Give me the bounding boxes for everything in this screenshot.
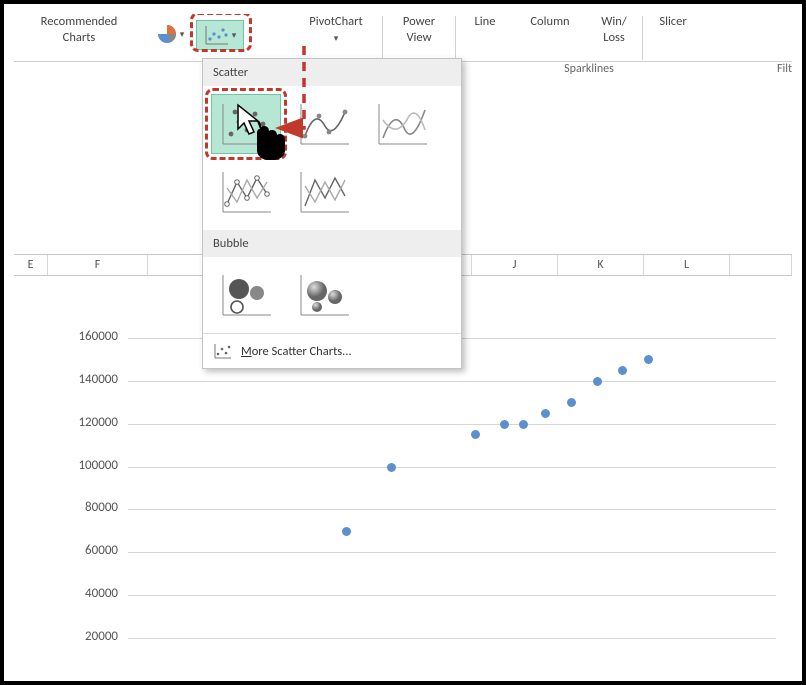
scatter-point[interactable] [567,398,576,407]
more-scatter-label: More Scatter Charts... [241,344,352,359]
pivotchart-button[interactable]: PivotChart ▾ [290,14,382,47]
scatter-chart-dropdown-panel: Scatter [202,58,462,369]
dropdown-section-bubble: Bubble [203,230,461,257]
pie-chart-dropdown[interactable]: ▾ [144,20,196,48]
chart-gridline [128,467,776,468]
y-axis-tick-label: 140000 [58,372,118,387]
bubble-options-grid [203,257,461,333]
chart-gridline [128,638,776,639]
col-L[interactable]: L [644,255,730,275]
y-axis-tick-label: 20000 [58,629,118,644]
chart-gridline [128,509,776,510]
scatter-markers-icon [217,100,275,148]
scatter-point[interactable] [471,430,480,439]
y-axis-tick-label: 60000 [58,543,118,558]
group-filters-label: Filt [682,62,792,84]
excel-window: Recommended Charts ▾ [14,14,792,671]
scatter-smooth-lines-option[interactable] [289,94,359,154]
y-axis-tick-label: 40000 [58,586,118,601]
winloss-l2: Loss [590,30,638,46]
col-F[interactable]: F [48,255,148,275]
scatter-point[interactable] [644,355,653,364]
scatter-point[interactable] [519,420,528,429]
chart-gridline [128,552,776,553]
sparkline-column-button[interactable]: Column [514,14,586,30]
winloss-l1: Win/ [590,14,638,30]
scatter-smooth-icon [295,100,353,148]
pie-icon [156,23,178,45]
ribbon: Recommended Charts ▾ [14,14,792,62]
col-J[interactable]: J [472,255,558,275]
y-axis-tick-label: 160000 [58,329,118,344]
scatter-options-grid [203,86,461,230]
y-axis-tick-label: 120000 [58,415,118,430]
recommended-charts-button[interactable]: Recommended Charts [14,14,144,46]
chart-gridline [128,424,776,425]
slicer-button[interactable]: Slicer [643,14,703,30]
scatter-chart-dropdown[interactable]: ▾ [196,14,252,50]
sparkline-column-label: Column [518,14,582,30]
chart-gridline [128,595,776,596]
scatter-smooth-plain-icon [373,100,431,148]
scatter-straight-icon [295,168,353,216]
sparkline-line-button[interactable]: Line [456,14,514,30]
sparkline-line-label: Line [460,14,510,30]
scatter-icon [204,24,230,46]
more-scatter-charts-button[interactable]: More Scatter Charts... [203,333,461,368]
group-sparklines-label: Sparklines [496,62,682,84]
more-scatter-icon [213,342,233,360]
dropdown-section-scatter: Scatter [203,59,461,86]
dropdown-caret-icon: ▾ [180,29,185,40]
scatter-chart[interactable]: 160000 140000 120000 100000 80000 60000 40000 2… [38,328,780,658]
col-K[interactable]: K [558,255,644,275]
scatter-point[interactable] [342,527,351,536]
bubble-2d-option[interactable] [211,265,281,325]
chart-gridline [128,381,776,382]
recommended-charts-l1: Recommended [18,14,140,30]
scatter-smooth-nolines-option[interactable] [367,94,437,154]
bubble-3d-option[interactable] [289,265,359,325]
scatter-straight-markers-option[interactable] [211,162,281,222]
scatter-point[interactable] [500,420,509,429]
slicer-label: Slicer [647,14,699,30]
scatter-straight-lines-option[interactable] [289,162,359,222]
pivotchart-label: PivotChart [294,14,378,30]
scatter-straight-markers-icon [217,168,275,216]
power-view-l2: View [387,30,451,46]
bubble-2d-icon [217,271,275,319]
scatter-point[interactable] [618,366,627,375]
y-axis-tick-label: 100000 [58,458,118,473]
scatter-point[interactable] [387,463,396,472]
scatter-markers-option[interactable] [211,94,281,154]
recommended-charts-l2: Charts [18,30,140,46]
scatter-point[interactable] [541,409,550,418]
scatter-point[interactable] [593,377,602,386]
sparkline-winloss-button[interactable]: Win/ Loss [586,14,642,46]
dropdown-caret-icon: ▾ [334,33,339,44]
power-view-button[interactable]: Power View [383,14,455,46]
bubble-3d-icon [295,271,353,319]
dropdown-caret-icon: ▾ [232,30,237,41]
col-E[interactable]: E [14,255,48,275]
power-view-l1: Power [387,14,451,30]
screenshot-frame: Recommended Charts ▾ [0,0,806,685]
y-axis-tick-label: 80000 [58,500,118,515]
